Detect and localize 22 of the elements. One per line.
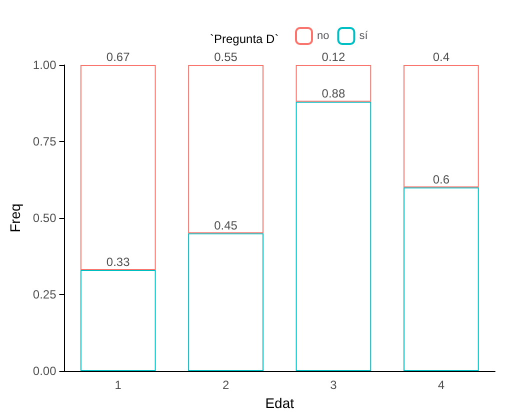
data-label: 0.33 [106,255,130,270]
data-label: 0.4 [432,50,450,64]
x-tick-label: 1 [114,378,122,392]
y-tick-label: 0.50 [32,211,57,225]
data-label: 0.6 [432,172,450,186]
x-axis-title: Edat [265,395,294,411]
data-label: 0.55 [214,50,238,64]
y-tick-label: 0.25 [32,288,57,302]
legend-label: no [317,30,330,42]
y-tick-label: 0.75 [32,134,57,148]
x-tick-label: 4 [438,378,445,392]
y-tick-label: 1.00 [32,58,57,72]
data-label: 0.12 [322,50,346,64]
data-label: 0.88 [322,86,346,101]
x-tick-label: 2 [222,378,230,392]
data-label: 0.45 [214,218,238,232]
y-tick-label: 0.00 [32,364,57,378]
data-label: 0.67 [106,50,130,64]
legend-label: sí [359,30,369,42]
y-axis-title: Freq [7,204,23,232]
legend-title: `Pregunta D` [210,32,279,46]
x-tick-label: 3 [330,378,338,392]
